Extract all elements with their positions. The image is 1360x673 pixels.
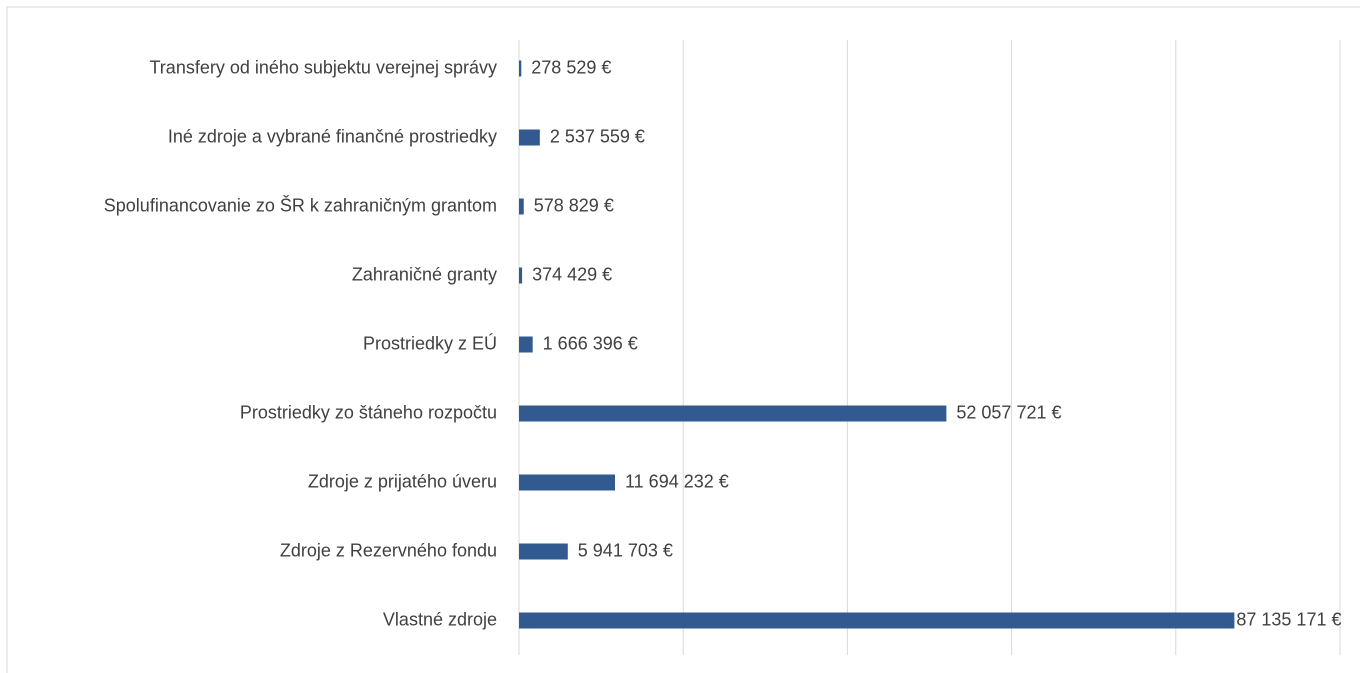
category-label: Zdroje z Rezervného fondu (280, 540, 497, 560)
value-label: 2 537 559 € (550, 126, 645, 146)
value-label: 374 429 € (532, 264, 612, 284)
bar (519, 543, 568, 560)
value-label: 87 135 171 € (1236, 609, 1341, 629)
value-label: 278 529 € (531, 57, 611, 77)
value-label: 5 941 703 € (578, 540, 673, 560)
bar (519, 198, 524, 215)
category-label: Iné zdroje a vybrané finančné prostriedk… (168, 126, 497, 146)
category-label: Spolufinancovanie zo ŠR k zahraničným gr… (104, 194, 497, 215)
bar (519, 474, 616, 491)
value-label: 578 829 € (534, 195, 614, 215)
value-label: 52 057 721 € (956, 402, 1061, 422)
bar (519, 612, 1235, 629)
bar (519, 60, 522, 77)
value-label: 1 666 396 € (543, 333, 638, 353)
category-label: Zdroje z prijatého úveru (308, 471, 497, 491)
bar (519, 129, 540, 146)
chart-frame (6, 6, 1360, 673)
category-label: Transfery od iného subjektu verejnej spr… (149, 57, 497, 77)
category-label: Zahraničné granty (352, 264, 497, 284)
bar (519, 267, 523, 284)
category-label: Prostriedky z EÚ (363, 332, 497, 353)
bar (519, 336, 533, 353)
category-label: Prostriedky zo štáneho rozpočtu (240, 402, 497, 422)
bar (519, 405, 947, 422)
value-label: 11 694 232 € (625, 471, 729, 491)
category-label: Vlastné zdroje (383, 609, 497, 629)
